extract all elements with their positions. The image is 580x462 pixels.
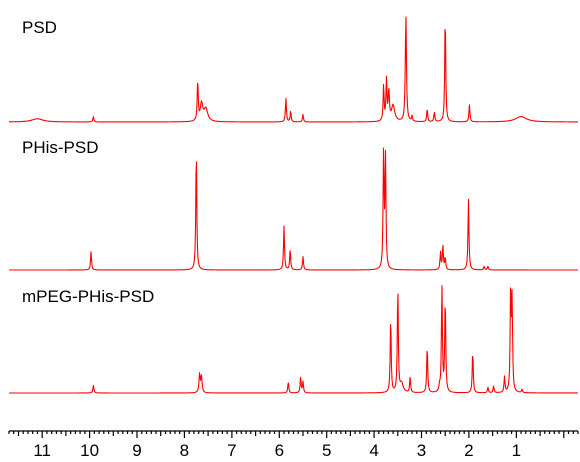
x-tick-label: 5 [322, 441, 331, 460]
x-tick-label: 10 [80, 441, 99, 460]
x-tick-label: 11 [33, 441, 51, 460]
spectrum-psd [8, 16, 579, 123]
x-tick-label: 8 [180, 441, 189, 460]
series-label-mpeg-phis-psd: mPEG-PHis-PSD [22, 287, 154, 306]
x-axis-tick-labels: 11 10 9 8 7 6 5 4 3 2 1 [33, 441, 521, 460]
x-tick-label: 4 [369, 441, 378, 460]
x-tick-label: 2 [464, 441, 473, 460]
x-tick-label: 6 [275, 441, 284, 460]
x-axis-minor-ticks [8, 431, 579, 436]
series-label-phis-psd: PHis-PSD [22, 138, 99, 157]
x-tick-label: 7 [227, 441, 236, 460]
series-labels: PSD PHis-PSD mPEG-PHis-PSD [22, 18, 154, 306]
spectrum-mpeg-phis-psd [8, 285, 579, 394]
x-tick-label: 9 [132, 441, 141, 460]
x-tick-label: 1 [512, 441, 521, 460]
spectra-traces [8, 16, 579, 394]
spectrum-phis-psd [8, 147, 579, 271]
x-tick-label: 3 [417, 441, 426, 460]
x-axis: 11 10 9 8 7 6 5 4 3 2 1 [8, 430, 579, 460]
x-axis-major-ticks [41, 431, 565, 438]
series-label-psd: PSD [22, 18, 57, 37]
